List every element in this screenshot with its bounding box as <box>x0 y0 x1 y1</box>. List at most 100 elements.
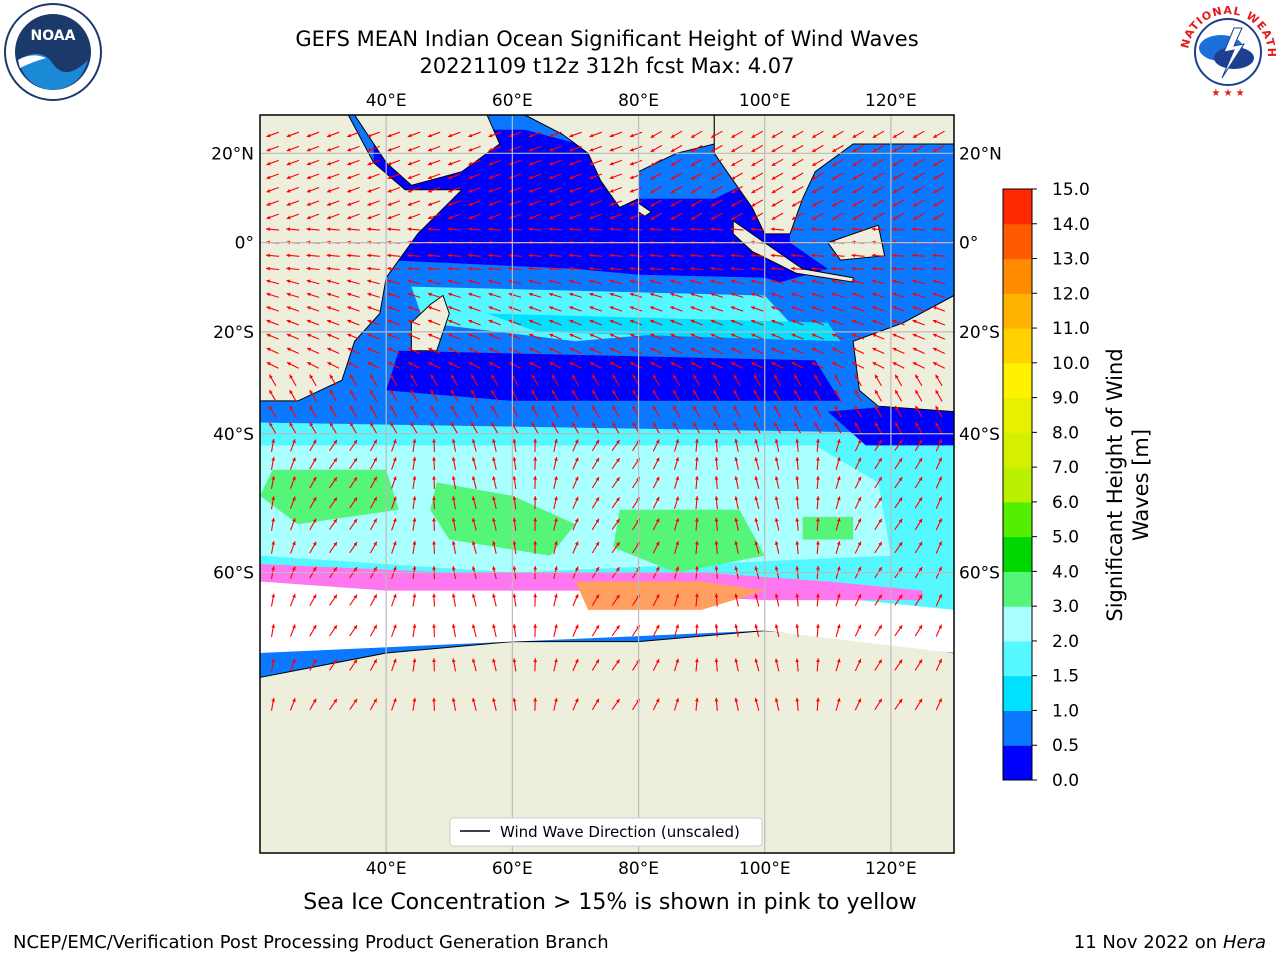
wave-arrow-head <box>895 374 899 379</box>
wave-arrow-head <box>711 134 716 138</box>
wave-arrow-head <box>898 594 903 599</box>
wave-arrow-head <box>714 517 719 522</box>
wave-arrow-head <box>428 215 432 220</box>
wave-arrow-head <box>326 266 331 271</box>
wave-arrow-head <box>935 390 939 394</box>
wave-arrow-head <box>451 658 456 663</box>
wave-arrow-head <box>872 148 877 152</box>
wave-arrow-head <box>488 347 493 352</box>
wave-arrow-head <box>432 658 436 662</box>
wave-arrow-head <box>750 279 755 284</box>
wave-arrow-head <box>791 333 796 338</box>
wave-arrow-head <box>713 405 717 410</box>
y-tick-label-right: 0° <box>959 234 978 254</box>
wave-arrow-head <box>412 624 417 628</box>
wave-arrow-head <box>834 374 839 379</box>
wave-arrow-head <box>933 189 938 193</box>
wave-arrow-head <box>895 390 899 394</box>
wave-arrow-head <box>407 161 412 166</box>
wave-arrow-head <box>857 541 862 546</box>
wave-arrow-head <box>574 698 579 703</box>
wave-arrow-head <box>938 541 942 546</box>
wave-arrow-head <box>857 659 862 664</box>
colorbar-segment <box>1003 467 1032 503</box>
wave-arrow-head <box>616 440 620 444</box>
wave-arrow-head <box>529 347 534 352</box>
wave-arrow-head <box>670 189 675 193</box>
wave-arrow-head <box>913 176 917 180</box>
wave-arrow-head <box>569 333 574 338</box>
wave-arrow-head <box>569 227 573 232</box>
wave-arrow-head <box>306 133 311 138</box>
wave-arrow-head <box>574 496 579 501</box>
wave-arrow-head <box>795 658 800 663</box>
wave-arrow-head <box>836 593 841 598</box>
wave-arrow-head <box>713 422 717 427</box>
wave-arrow-head <box>872 319 877 324</box>
wave-arrow-head <box>367 347 372 352</box>
wave-arrow-head <box>471 457 476 461</box>
wave-arrow-head <box>286 319 291 324</box>
wave-arrow-head <box>269 422 273 427</box>
wave-arrow-head <box>333 458 337 463</box>
wave-arrow-head <box>714 476 719 480</box>
wave-arrow-head <box>933 176 938 180</box>
wave-arrow-head <box>430 390 435 394</box>
wave-arrow-head <box>892 266 896 271</box>
wave-arrow-head <box>589 202 594 206</box>
wave-arrow-head <box>892 292 897 297</box>
wave-arrow-head <box>711 176 716 180</box>
wave-arrow-head <box>327 292 331 297</box>
wave-arrow-head <box>854 390 859 394</box>
wave-arrow-head <box>428 319 432 324</box>
footer-date: 11 Nov 2022 on Hera <box>1074 932 1266 953</box>
colorbar-frame <box>1002 188 1033 781</box>
wave-arrow-head <box>852 176 857 180</box>
wave-arrow-head <box>572 405 576 410</box>
wave-arrow-head <box>367 189 372 193</box>
wave-arrow-head <box>347 347 352 352</box>
colorbar-segment <box>1003 258 1032 294</box>
wave-arrow-head <box>347 306 352 310</box>
wave-arrow-head <box>306 147 311 152</box>
wave-arrow-head <box>271 566 275 570</box>
wave-arrow-head <box>872 216 877 220</box>
wave-arrow-head <box>794 374 798 379</box>
wave-arrow-head <box>912 306 917 310</box>
wave-arrow-head <box>292 476 296 481</box>
wave-arrow-head <box>711 362 715 366</box>
wave-arrow-head <box>448 333 453 338</box>
wave-arrow-head <box>407 319 412 324</box>
wave-arrow-head <box>734 593 739 598</box>
wave-arrow-head <box>286 347 291 352</box>
wave-arrow-head <box>650 189 655 193</box>
wave-arrow-head <box>552 374 556 379</box>
chart-title: GEFS MEAN Indian Ocean Significant Heigh… <box>295 27 919 51</box>
wave-arrow-head <box>754 698 759 702</box>
wave-arrow-head <box>572 390 576 394</box>
wave-arrow-head <box>329 422 334 427</box>
wave-arrow-head <box>938 457 942 462</box>
wave-arrow-head <box>412 697 417 702</box>
wave-arrow-head <box>898 625 903 630</box>
wave-arrow-head <box>286 175 291 180</box>
wave-arrow-head <box>629 279 634 284</box>
y-tick-label-left: 20°N <box>211 144 254 164</box>
wave-arrow-head <box>554 593 558 598</box>
wave-arrow-head <box>271 541 275 545</box>
wave-arrow-head <box>373 457 377 462</box>
wave-arrow-head <box>286 215 291 220</box>
wave-arrow-head <box>714 566 719 570</box>
wave-arrow-head <box>448 133 453 138</box>
wave-arrow-head <box>892 347 897 352</box>
wave-arrow-head <box>451 566 456 570</box>
wave-arrow-head <box>448 347 453 352</box>
wave-arrow-head <box>629 161 634 166</box>
wave-arrow-head <box>616 458 620 463</box>
wave-arrow-head <box>912 319 917 324</box>
wave-arrow-head <box>691 176 695 180</box>
colorbar-segment <box>1003 571 1032 607</box>
wave-arrow-head <box>508 253 513 258</box>
band-high-wave-1 <box>260 469 399 525</box>
wave-arrow-head <box>650 216 655 220</box>
